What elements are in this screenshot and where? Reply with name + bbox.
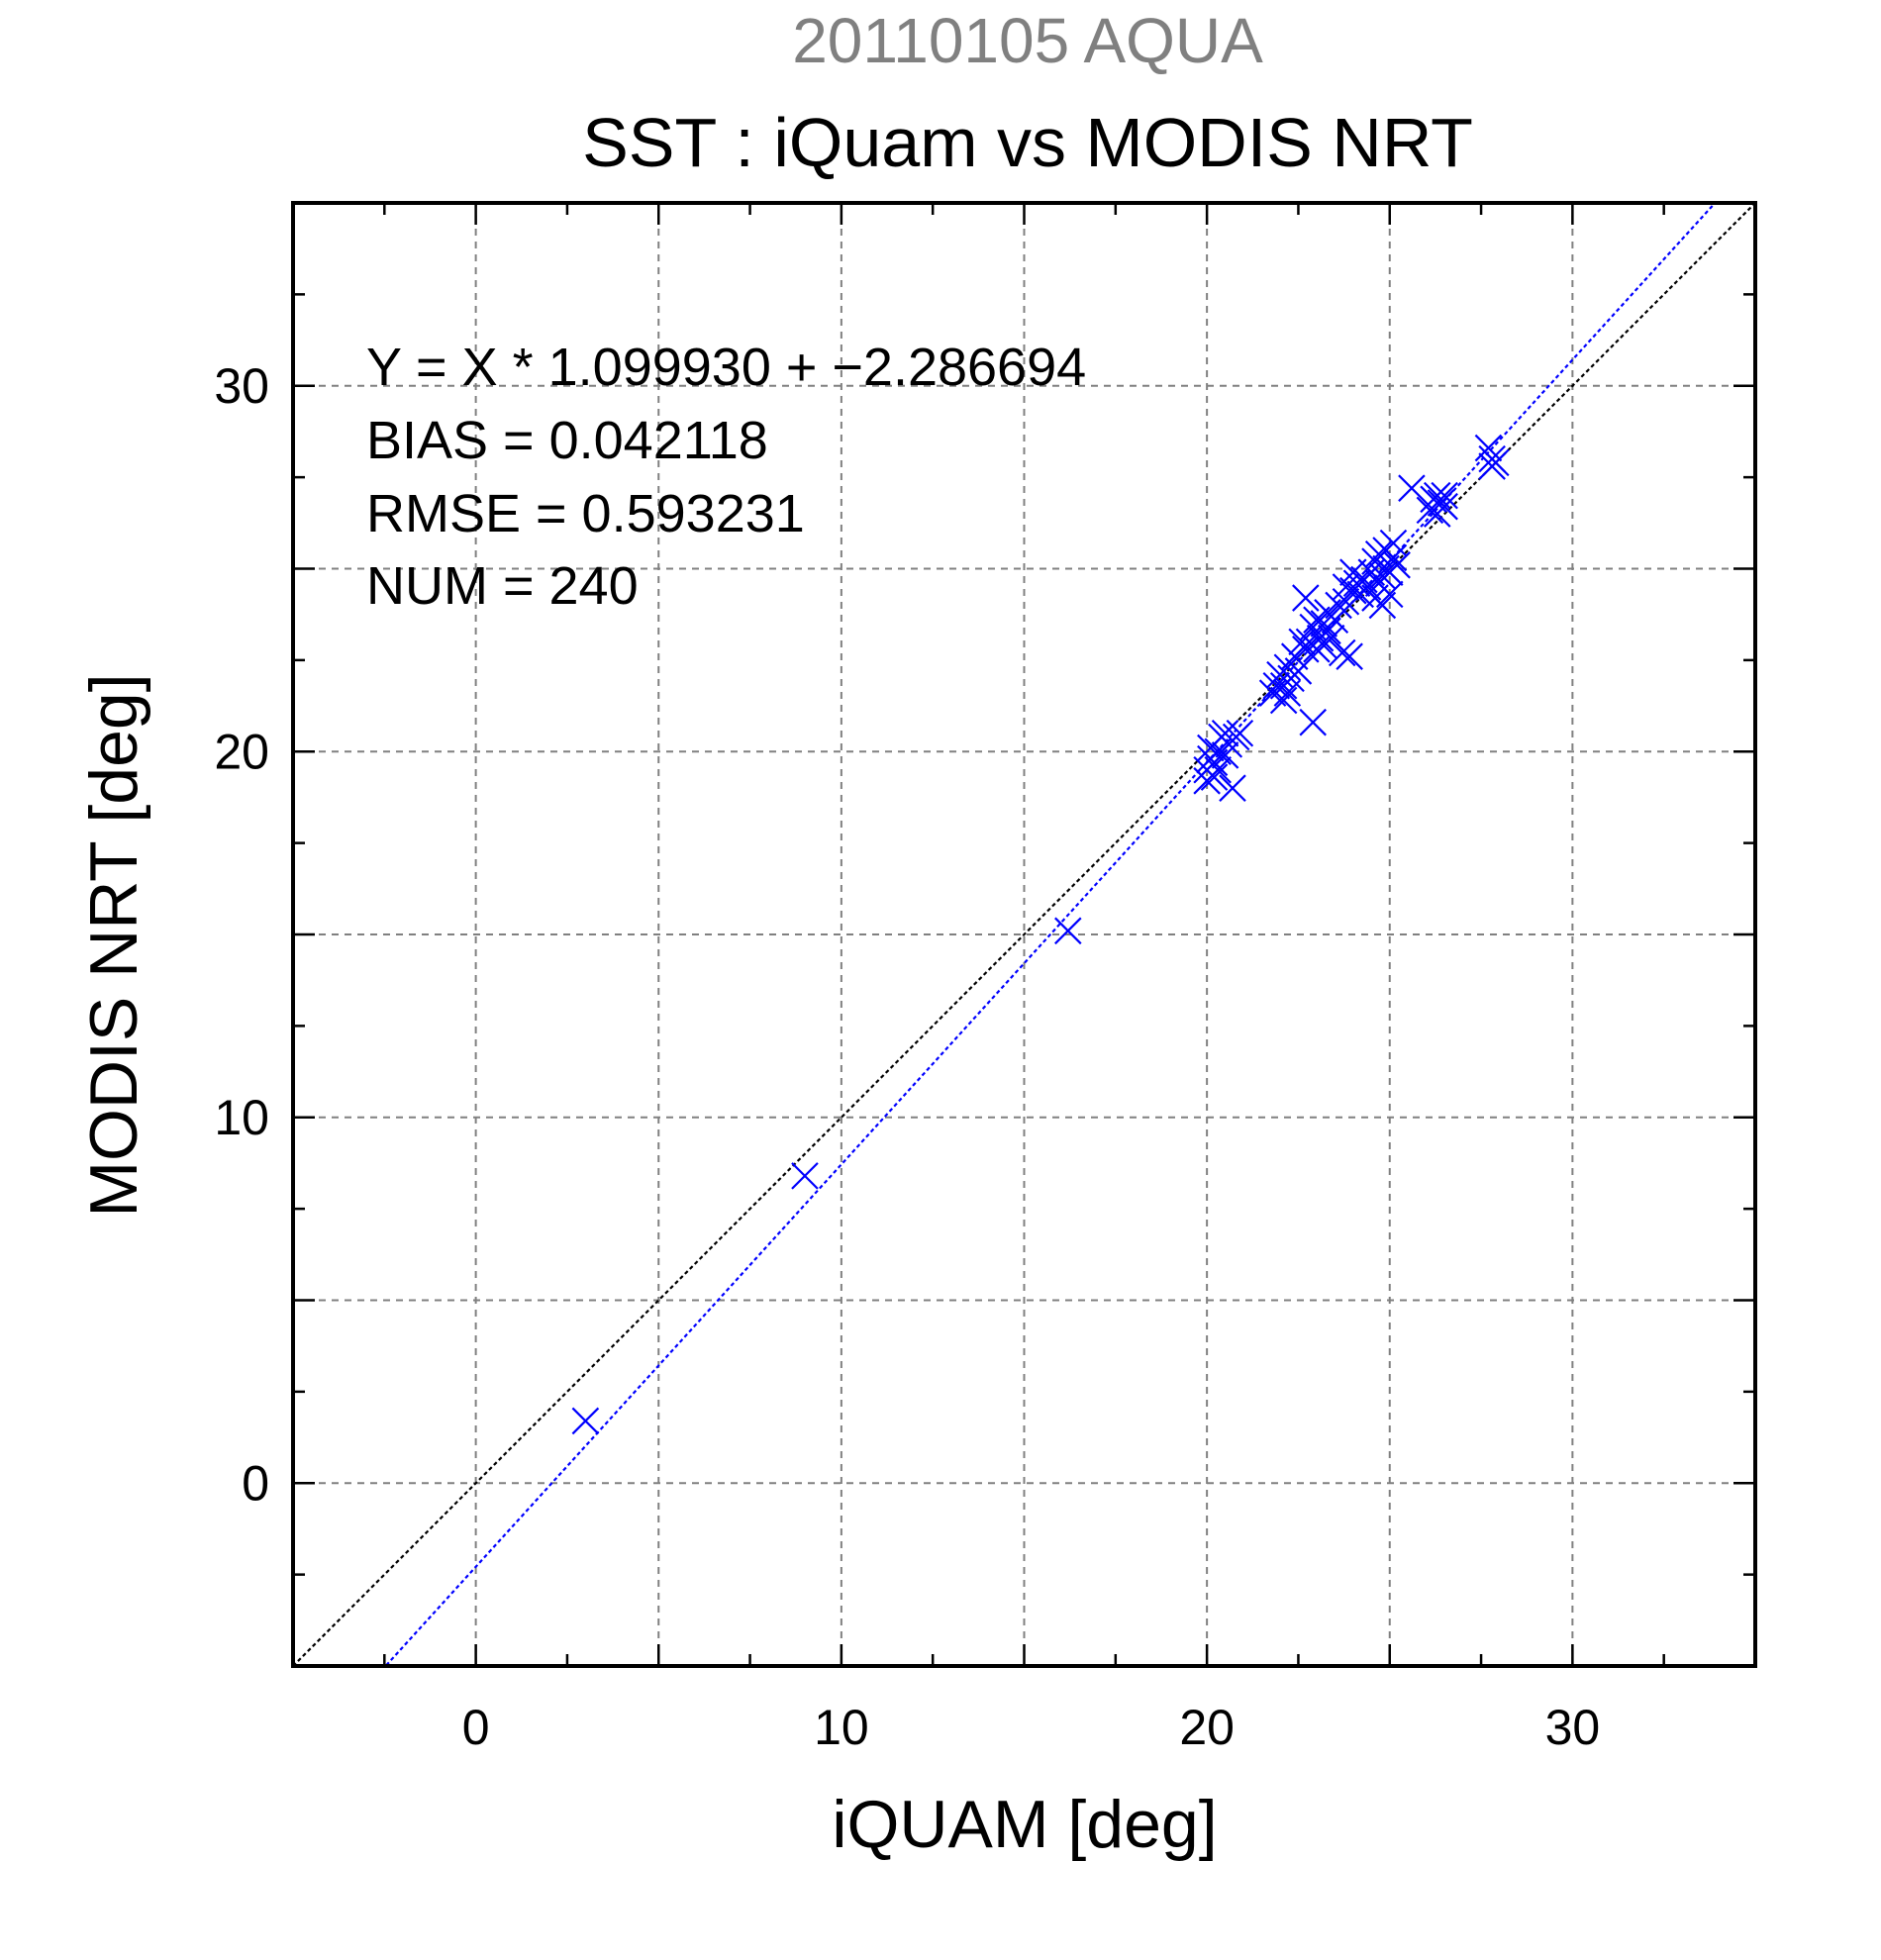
data-point [1226,719,1254,747]
data-points [571,434,1510,1435]
data-point [1054,917,1082,945]
data-point [1431,492,1458,521]
identity-line [293,203,1755,1666]
data-point [1328,638,1356,667]
data-point [1375,580,1404,609]
data-point [1336,642,1363,670]
data-point [1292,636,1320,663]
data-point [1292,584,1320,612]
stat-bias: BIAS = 0.042118 [366,411,768,470]
data-point [1383,551,1411,579]
data-point [1398,474,1426,502]
chart-title: SST : iQuam vs MODIS NRT [582,104,1473,181]
data-point [1211,741,1239,769]
x-tick-label: 20 [1179,1700,1235,1755]
data-point [791,1162,819,1190]
y-tick-label: 10 [214,1090,269,1145]
data-point [1303,636,1331,663]
reference-lines [293,203,1755,1666]
stats-annotation: Y = X * 1.099930 + −2.286694 BIAS = 0.04… [366,338,1086,616]
data-point [1310,610,1338,637]
x-axis-label: iQUAM [deg] [832,1787,1217,1862]
data-point [1332,573,1360,601]
y-axis-label: MODIS NRT [deg] [76,673,151,1217]
y-tick-label: 30 [214,358,269,414]
data-point [1269,686,1298,715]
data-point [1219,774,1246,802]
stat-rmse: RMSE = 0.593231 [366,484,805,543]
data-point [1379,543,1408,572]
stat-regression: Y = X * 1.099930 + −2.286694 [366,338,1086,397]
y-tick-label: 20 [214,724,269,779]
stat-num: NUM = 240 [366,556,639,616]
data-point [1200,763,1229,791]
y-tick-label: 0 [242,1455,269,1511]
x-tick-label: 30 [1545,1700,1601,1755]
data-point [1474,434,1503,462]
plot-frame [291,201,1757,1668]
chart-subtitle: 20110105 AQUA [792,5,1263,76]
data-point [1431,481,1458,510]
data-point [1368,562,1397,590]
data-point [1342,569,1371,598]
x-tick-label: 0 [462,1700,490,1755]
x-tick-label: 10 [814,1700,869,1755]
data-point [1299,708,1327,736]
data-point [1284,657,1313,685]
data-point [1482,448,1510,477]
regression-line [384,203,1717,1666]
data-point [1211,719,1239,747]
data-point [571,1407,600,1435]
y-tick-labels: 0 10 20 30 [214,358,269,1512]
x-tick-labels: 0 10 20 30 [462,1700,1600,1755]
